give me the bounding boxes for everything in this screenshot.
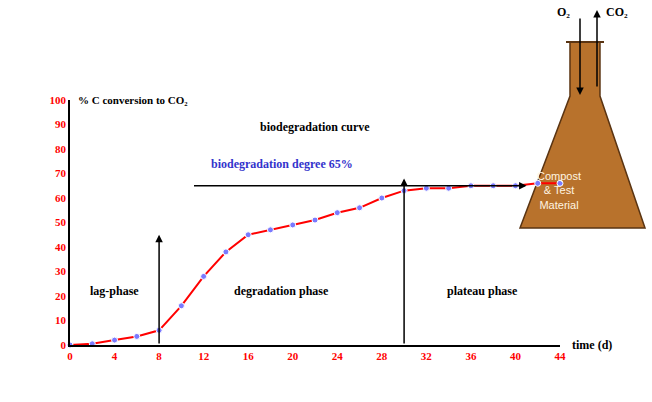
- svg-text:4: 4: [112, 350, 118, 362]
- svg-text:8: 8: [156, 350, 162, 362]
- svg-text:44: 44: [555, 350, 567, 362]
- svg-text:plateau phase: plateau phase: [447, 284, 518, 298]
- svg-text:20: 20: [55, 290, 67, 302]
- svg-text:20: 20: [287, 350, 299, 362]
- svg-text:0: 0: [61, 339, 67, 351]
- svg-text:0: 0: [67, 350, 73, 362]
- svg-text:70: 70: [55, 167, 67, 179]
- svg-text:10: 10: [55, 314, 67, 326]
- svg-text:time (d): time (d): [572, 338, 612, 352]
- svg-text:90: 90: [55, 118, 67, 130]
- svg-text:60: 60: [55, 192, 67, 204]
- svg-text:32: 32: [421, 350, 433, 362]
- svg-text:36: 36: [465, 350, 477, 362]
- svg-text:40: 40: [55, 241, 67, 253]
- svg-text:biodegradation degree 65%: biodegradation degree 65%: [211, 157, 353, 171]
- svg-text:12: 12: [198, 350, 210, 362]
- svg-text:80: 80: [55, 143, 67, 155]
- svg-text:% C conversion to CO₂: % C conversion to CO₂: [78, 94, 188, 106]
- svg-text:O₂: O₂: [557, 5, 570, 19]
- svg-text:lag-phase: lag-phase: [90, 284, 139, 298]
- svg-text:100: 100: [50, 94, 67, 106]
- svg-text:CO₂: CO₂: [606, 5, 628, 19]
- svg-text:50: 50: [55, 216, 67, 228]
- svg-text:biodegradation curve: biodegradation curve: [260, 120, 370, 134]
- svg-text:16: 16: [243, 350, 255, 362]
- svg-text:40: 40: [510, 350, 522, 362]
- svg-text:Compost& TestMaterial: Compost& TestMaterial: [537, 170, 581, 211]
- svg-text:degradation phase: degradation phase: [234, 284, 329, 298]
- svg-text:28: 28: [376, 350, 388, 362]
- svg-text:30: 30: [55, 265, 67, 277]
- svg-text:24: 24: [332, 350, 344, 362]
